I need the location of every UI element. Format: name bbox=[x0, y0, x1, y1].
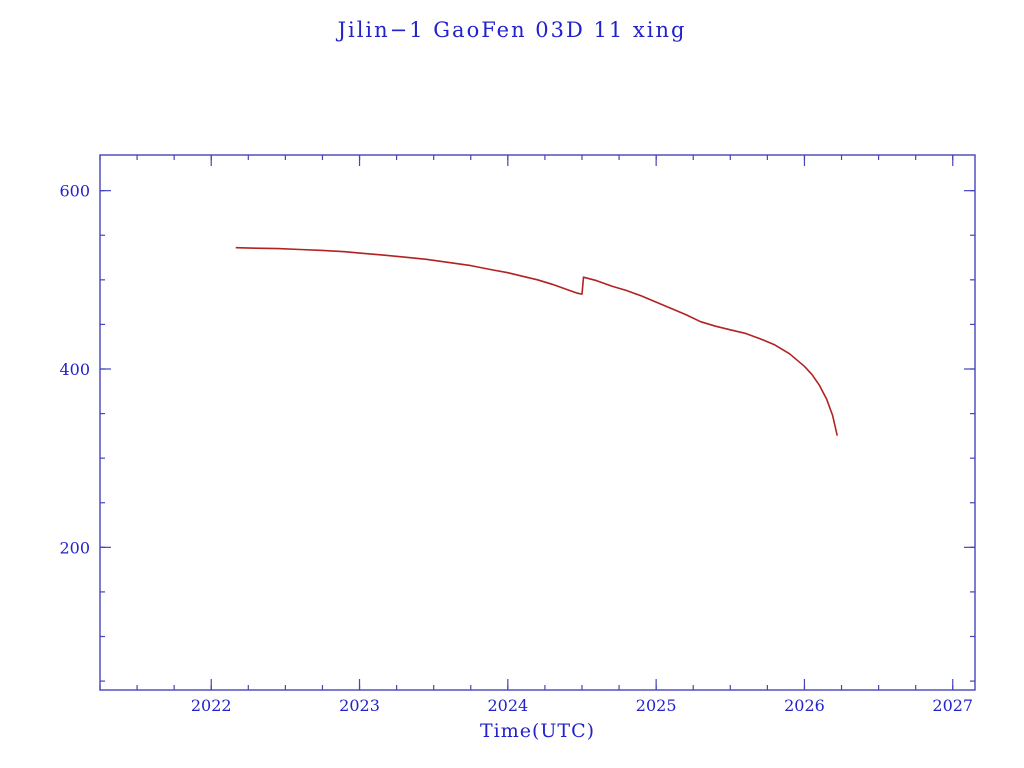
x-axis-label: Time(UTC) bbox=[479, 720, 596, 742]
x-tick-label: 2023 bbox=[339, 696, 380, 715]
x-tick-label: 2026 bbox=[784, 696, 825, 715]
axis-ticks bbox=[99, 155, 975, 690]
y-tick-label: 400 bbox=[59, 360, 90, 379]
tick-labels: 2022 2023 2024 2025 2026 2027 200 400 600 bbox=[59, 182, 973, 715]
y-tick-label: 200 bbox=[59, 538, 90, 557]
chart-title: Jilin−1 GaoFen 03D 11 xing bbox=[337, 18, 687, 42]
x-tick-label: 2024 bbox=[487, 696, 528, 715]
y-tick-label: 600 bbox=[59, 182, 90, 201]
x-tick-label: 2025 bbox=[636, 696, 677, 715]
x-tick-label: 2022 bbox=[191, 696, 232, 715]
x-tick-label: 2027 bbox=[932, 696, 973, 715]
plot-frame bbox=[99, 154, 976, 691]
height-curve bbox=[235, 246, 838, 436]
